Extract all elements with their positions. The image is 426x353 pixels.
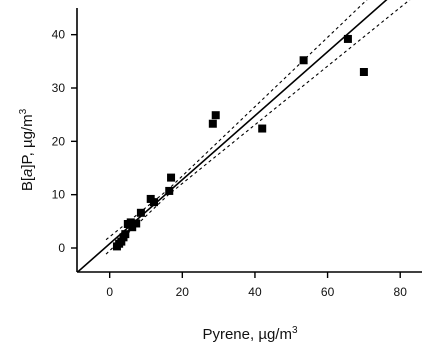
y-axis-title-pre: B[ [19,176,36,191]
x-axis-title-sup: 3 [292,325,298,336]
x-tick-label: 80 [394,285,408,299]
data-point [126,218,135,227]
x-tick-label: 40 [248,285,262,299]
y-axis-title-post: ]P, µg/m [19,114,36,168]
y-tick-label: 20 [52,134,66,148]
data-point [117,237,126,246]
data-point [165,186,174,195]
y-axis-title-italic: a [19,169,36,177]
data-point [149,198,158,207]
x-tick-label: 20 [176,285,190,299]
data-point [136,208,145,217]
data-point [208,119,217,128]
y-tick-label: 30 [52,81,66,95]
data-point [299,56,308,65]
y-axis-title: B[a]P, µg/m3 [18,108,36,191]
data-point [132,219,141,228]
axes: 0 20 40 60 80 0 10 20 30 40 [52,8,422,299]
data-point [167,173,176,182]
x-tick-label: 60 [321,285,335,299]
data-point [258,124,267,133]
upper-confidence-line [105,0,368,241]
data-point [343,34,352,43]
data-point [121,230,130,239]
y-tick-label: 10 [52,188,66,202]
data-points [112,34,368,251]
x-tick-label: 0 [106,285,113,299]
x-axis-title-text: Pyrene, µg/m [202,326,292,343]
y-tick-label: 0 [58,241,65,255]
data-point [211,111,220,120]
y-tick-label: 40 [52,28,66,42]
y-axis-title-sup: 3 [18,108,29,114]
lower-confidence-line [105,0,411,255]
x-axis-title: Pyrene, µg/m3 [202,325,298,343]
data-point [359,68,368,76]
